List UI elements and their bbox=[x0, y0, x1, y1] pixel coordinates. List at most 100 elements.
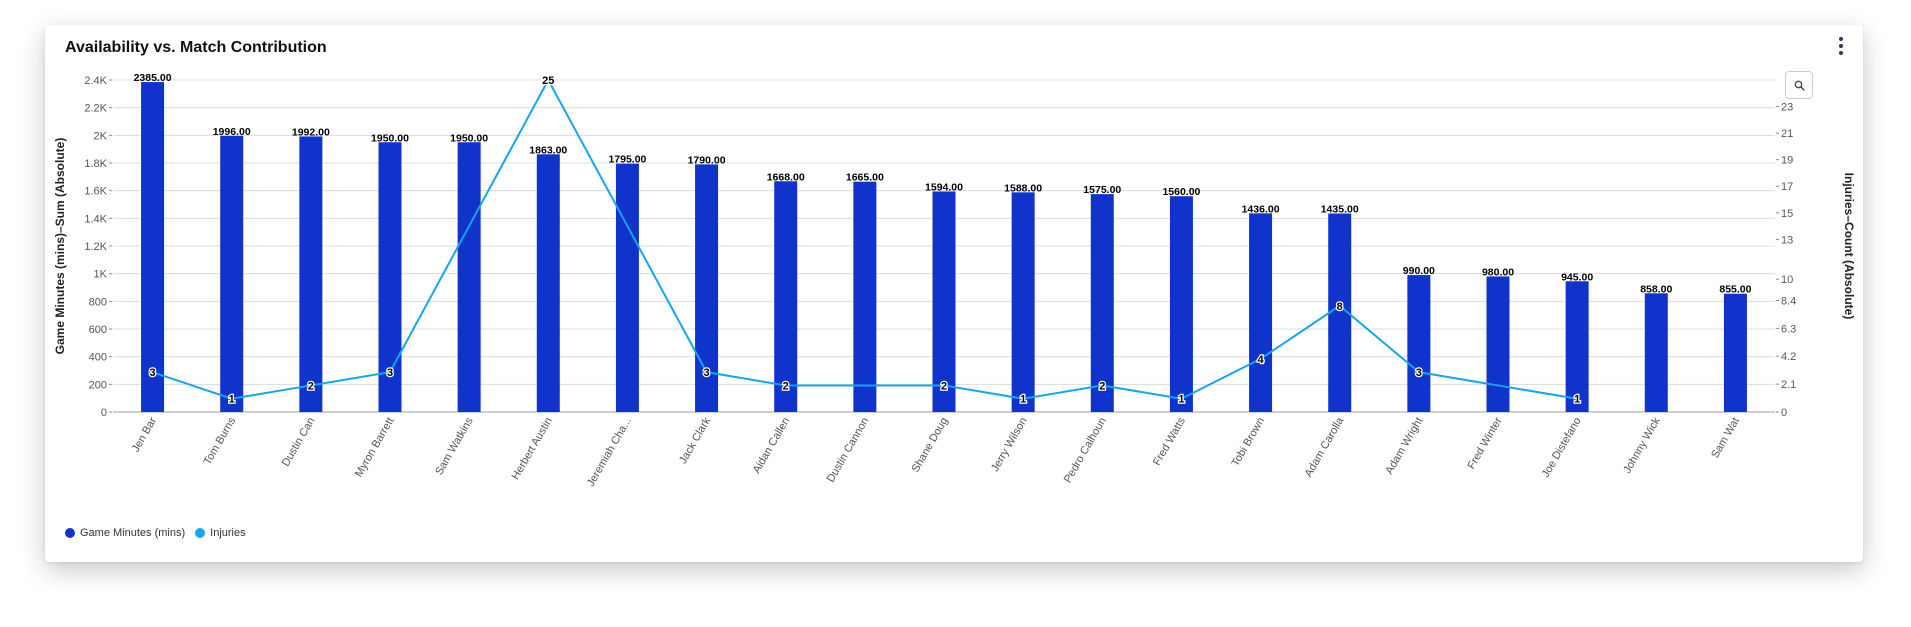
bar-value-label: 1436.00 bbox=[1242, 203, 1280, 215]
y-tick-label: 1.6K bbox=[84, 186, 107, 198]
bar-value-label: 1594.00 bbox=[925, 181, 963, 193]
bar bbox=[1090, 194, 1114, 412]
bar bbox=[1407, 275, 1431, 412]
injuries-line bbox=[152, 79, 1578, 400]
x-tick-label: Sam Wat bbox=[1709, 416, 1742, 461]
bar-value-label: 1790.00 bbox=[688, 154, 726, 166]
bar bbox=[1565, 281, 1589, 412]
line-value-label: 2 bbox=[1099, 380, 1105, 392]
x-tick-label: Jerry Wilson bbox=[989, 416, 1030, 474]
y2-tick-label: 10 bbox=[1781, 274, 1793, 286]
x-tick-label: Tobi Brown bbox=[1230, 416, 1268, 469]
y-tick-label: 0 bbox=[101, 407, 107, 419]
bar bbox=[853, 181, 877, 412]
line-value-label: 25 bbox=[542, 75, 554, 87]
y2-tick-label: 0 bbox=[1781, 407, 1787, 419]
bar bbox=[615, 163, 639, 412]
legend-swatch-injuries bbox=[195, 528, 206, 538]
bar bbox=[299, 136, 323, 412]
y-tick-label: 600 bbox=[89, 324, 107, 336]
y2-tick-label: 8.4 bbox=[1781, 295, 1796, 307]
y-tick-label: 2.2K bbox=[84, 103, 107, 115]
bar-value-label: 1950.00 bbox=[450, 132, 488, 144]
bar bbox=[1328, 213, 1352, 412]
line-value-label: 8 bbox=[1337, 301, 1343, 313]
bar-value-label: 1950.00 bbox=[371, 132, 409, 144]
bar bbox=[1644, 293, 1668, 412]
x-tick-label: Fred Winter bbox=[1465, 415, 1504, 471]
bar bbox=[378, 142, 402, 412]
bar bbox=[1486, 276, 1510, 412]
x-tick-label: Johnny Wick bbox=[1621, 415, 1663, 475]
x-tick-label: Adam Carolla bbox=[1303, 415, 1347, 479]
search-icon bbox=[1794, 80, 1805, 91]
bar bbox=[932, 191, 956, 412]
x-tick-label: Shane Doug bbox=[910, 416, 951, 475]
y2-tick-label: 23 bbox=[1781, 102, 1793, 114]
line-value-label: 3 bbox=[1416, 367, 1422, 379]
bar-value-label: 990.00 bbox=[1403, 265, 1435, 277]
y-tick-label: 400 bbox=[89, 352, 107, 364]
legend-item-injuries[interactable]: Injuries bbox=[195, 527, 246, 539]
line-value-label: 1 bbox=[1178, 394, 1184, 406]
line-value-label: 2 bbox=[941, 380, 947, 392]
bar bbox=[536, 154, 560, 412]
bar bbox=[1011, 192, 1035, 412]
bar-value-label: 1435.00 bbox=[1321, 203, 1359, 215]
bar bbox=[1169, 196, 1193, 412]
kebab-menu-icon[interactable] bbox=[1833, 35, 1849, 59]
bar bbox=[457, 142, 481, 412]
line-value-label: 3 bbox=[150, 367, 156, 379]
bar-value-label: 858.00 bbox=[1640, 283, 1672, 295]
zoom-button[interactable] bbox=[1785, 71, 1813, 99]
bar-value-label: 1575.00 bbox=[1083, 184, 1121, 196]
bar bbox=[1249, 213, 1273, 412]
line-value-label: 2 bbox=[308, 380, 314, 392]
bar-value-label: 2385.00 bbox=[134, 72, 172, 84]
x-tick-label: Herbert Austin bbox=[510, 416, 555, 482]
x-tick-label: Fred Watts bbox=[1151, 415, 1188, 468]
line-value-label: 4 bbox=[1258, 354, 1265, 366]
chart-title: Availability vs. Match Contribution bbox=[65, 39, 327, 56]
y-tick-label: 200 bbox=[89, 379, 107, 391]
x-tick-label: Pedro Calhoun bbox=[1062, 416, 1109, 486]
line-value-label: 1 bbox=[229, 394, 235, 406]
x-tick-label: Jack Clark bbox=[677, 415, 713, 466]
bar bbox=[1723, 293, 1747, 412]
combo-chart: 0 200 400 600 800 1K 1.2K 1.4K 1.6K 1.8K 2K 2.2K 2.4… bbox=[53, 72, 1856, 489]
legend-item-game-minutes[interactable]: Game Minutes (mins) bbox=[65, 527, 185, 539]
y-axis-title: Game Minutes (mins)–Sum (Absolute) bbox=[53, 138, 67, 355]
legend-label: Injuries bbox=[210, 527, 246, 539]
y2-axis-title: Injuries–Count (Absolute) bbox=[1842, 173, 1856, 320]
bar bbox=[141, 82, 165, 412]
y2-tick-label: 13 bbox=[1781, 234, 1793, 246]
legend-label: Game Minutes (mins) bbox=[80, 527, 186, 539]
y2-tick-label: 17 bbox=[1781, 181, 1793, 193]
y2-tick-label: 15 bbox=[1781, 208, 1793, 220]
line-value-label: 1 bbox=[1574, 394, 1580, 406]
y-tick-label: 1.4K bbox=[84, 213, 107, 225]
x-tick-label: Tom Burns bbox=[202, 415, 239, 467]
bar-value-label: 980.00 bbox=[1482, 266, 1514, 278]
chart-legend: Game Minutes (mins) Injuries bbox=[65, 527, 246, 539]
legend-swatch-game-minutes bbox=[65, 528, 75, 538]
x-tick-label: Dustin Can bbox=[280, 416, 318, 469]
y-tick-label: 1.2K bbox=[84, 241, 107, 253]
bar-value-label: 1992.00 bbox=[292, 126, 330, 138]
bar-value-label: 1863.00 bbox=[529, 144, 567, 156]
bar-value-label: 1996.00 bbox=[213, 126, 251, 138]
line-value-label: 3 bbox=[704, 367, 710, 379]
bar-value-label: 945.00 bbox=[1561, 271, 1593, 283]
x-tick-label: Adam Wright bbox=[1383, 416, 1425, 477]
x-tick-label: Dustin Cannon bbox=[825, 416, 872, 485]
bar-value-label: 1665.00 bbox=[846, 172, 884, 184]
line-value-label: 2 bbox=[783, 380, 789, 392]
y-tick-label: 1.8K bbox=[84, 158, 107, 170]
x-tick-label: Jeremiah Cha... bbox=[585, 416, 634, 489]
y-tick-label: 800 bbox=[89, 296, 107, 308]
bar-value-label: 1668.00 bbox=[767, 171, 805, 183]
y-tick-label: 2K bbox=[94, 130, 108, 142]
x-tick-label: Joe Distefano bbox=[1540, 416, 1584, 480]
y2-tick-label: 21 bbox=[1781, 128, 1793, 140]
bar bbox=[774, 181, 798, 412]
